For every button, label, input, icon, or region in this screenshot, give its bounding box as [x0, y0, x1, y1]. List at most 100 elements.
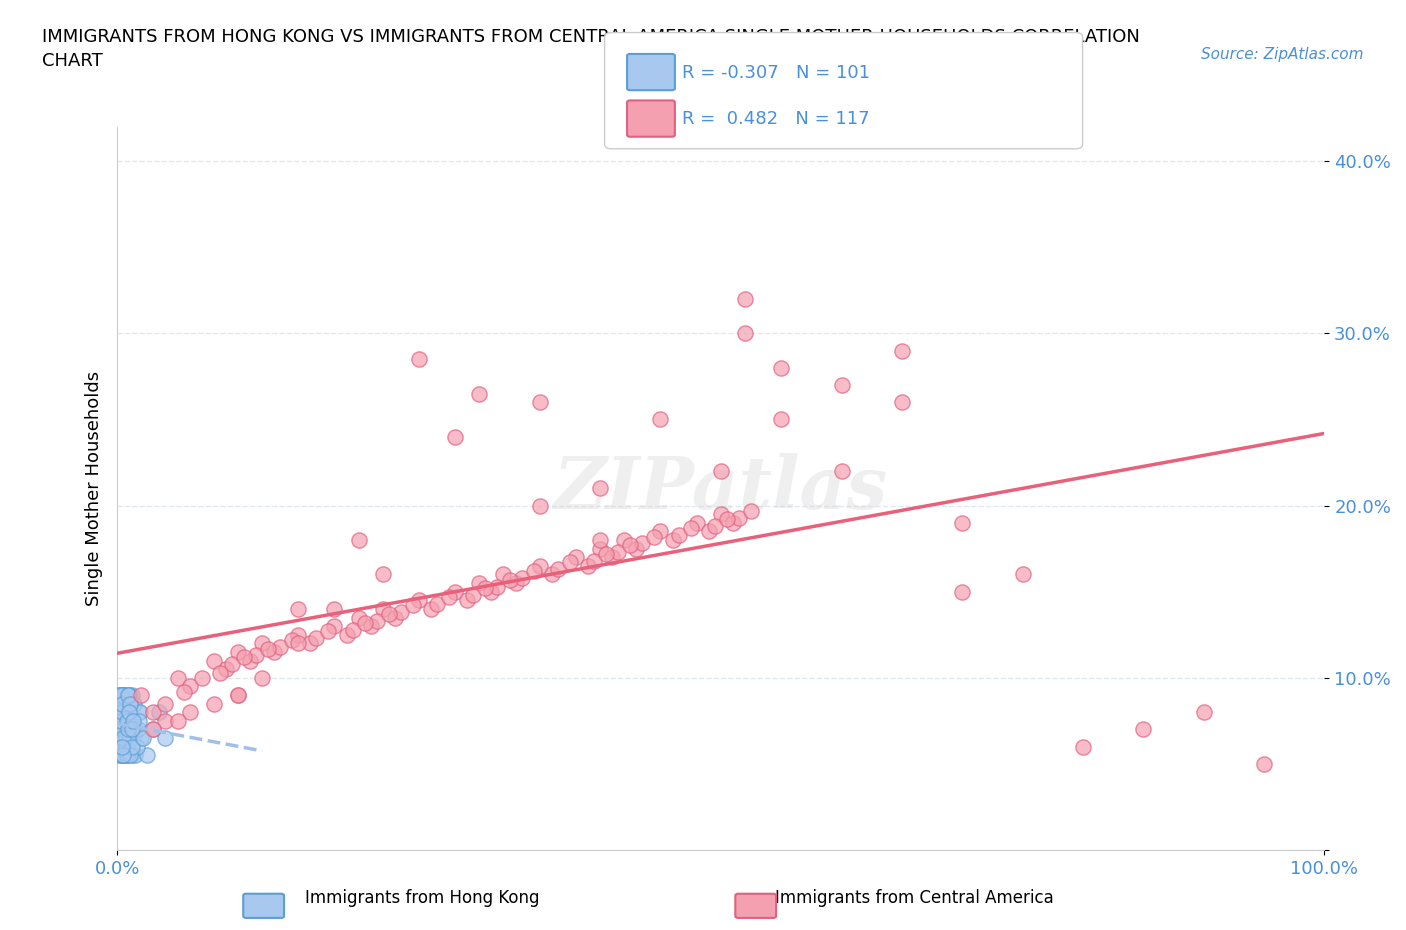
Point — [118, 687, 141, 702]
Point — [118, 705, 141, 720]
Point — [831, 378, 853, 392]
Point — [114, 697, 136, 711]
Text: Immigrants from Central America: Immigrants from Central America — [775, 889, 1053, 907]
Point — [384, 610, 406, 625]
Point — [716, 512, 738, 526]
Point — [136, 748, 159, 763]
Point — [111, 713, 134, 728]
Point — [257, 641, 280, 656]
Point — [378, 606, 401, 621]
Point — [523, 564, 546, 578]
Point — [703, 519, 725, 534]
Point — [631, 536, 654, 551]
Text: R = -0.307   N = 101: R = -0.307 N = 101 — [682, 63, 870, 82]
Point — [426, 596, 449, 611]
Point — [589, 533, 612, 548]
Point — [486, 579, 509, 594]
Point — [120, 705, 142, 720]
Point — [115, 739, 138, 754]
Point — [1192, 705, 1215, 720]
Point — [323, 618, 346, 633]
Point — [347, 610, 370, 625]
Point — [831, 464, 853, 479]
Point — [179, 679, 201, 694]
Point — [111, 739, 134, 754]
Point — [468, 386, 491, 401]
Point — [115, 748, 138, 763]
Point — [131, 687, 153, 702]
Point — [540, 567, 562, 582]
Point — [721, 515, 744, 530]
Point — [120, 697, 142, 711]
Point — [318, 624, 340, 639]
Point — [190, 671, 212, 685]
Point — [710, 464, 733, 479]
Point — [114, 705, 136, 720]
Point — [115, 739, 138, 754]
Point — [115, 713, 138, 728]
Point — [226, 687, 249, 702]
Point — [117, 722, 139, 737]
Point — [650, 412, 672, 427]
Point — [114, 697, 136, 711]
Point — [166, 671, 188, 685]
Point — [112, 722, 135, 737]
Point — [589, 481, 612, 496]
Point — [118, 731, 141, 746]
Point — [124, 748, 146, 763]
Point — [114, 697, 136, 711]
Point — [347, 533, 370, 548]
Point — [114, 748, 136, 763]
Point — [890, 343, 912, 358]
Point — [115, 705, 138, 720]
Point — [107, 687, 129, 702]
Point — [142, 722, 165, 737]
Point — [110, 739, 132, 754]
Point — [173, 684, 195, 699]
Point — [120, 748, 142, 763]
Point — [679, 521, 702, 536]
Point — [114, 697, 136, 711]
Point — [474, 581, 496, 596]
Point — [122, 713, 145, 728]
Point — [650, 524, 672, 538]
Point — [111, 739, 134, 754]
Point — [110, 739, 132, 754]
Point — [226, 644, 249, 659]
Point — [117, 687, 139, 702]
Point — [117, 739, 139, 754]
Point — [626, 541, 648, 556]
Point — [492, 567, 515, 582]
Point — [529, 498, 551, 513]
Point — [121, 687, 143, 702]
Point — [107, 713, 129, 728]
Point — [108, 687, 131, 702]
Point — [583, 553, 606, 568]
Point — [734, 291, 756, 306]
Point — [728, 511, 751, 525]
Point — [437, 590, 460, 604]
Point — [1132, 722, 1154, 737]
Point — [127, 722, 149, 737]
Point — [110, 731, 132, 746]
Point — [250, 671, 273, 685]
Point — [510, 570, 533, 585]
Point — [366, 614, 388, 629]
Point — [408, 592, 430, 607]
Point — [114, 731, 136, 746]
Point — [389, 604, 412, 619]
Point — [124, 722, 146, 737]
Text: IMMIGRANTS FROM HONG KONG VS IMMIGRANTS FROM CENTRAL AMERICA SINGLE MOTHER HOUSE: IMMIGRANTS FROM HONG KONG VS IMMIGRANTS … — [42, 28, 1140, 70]
Point — [111, 748, 134, 763]
Point — [117, 713, 139, 728]
Point — [950, 584, 973, 599]
Point — [108, 705, 131, 720]
Point — [108, 687, 131, 702]
Text: R =  0.482   N = 117: R = 0.482 N = 117 — [682, 110, 869, 128]
Point — [111, 705, 134, 720]
Point — [148, 705, 170, 720]
Point — [112, 731, 135, 746]
Point — [505, 576, 527, 591]
Point — [770, 360, 793, 375]
Point — [463, 588, 485, 603]
